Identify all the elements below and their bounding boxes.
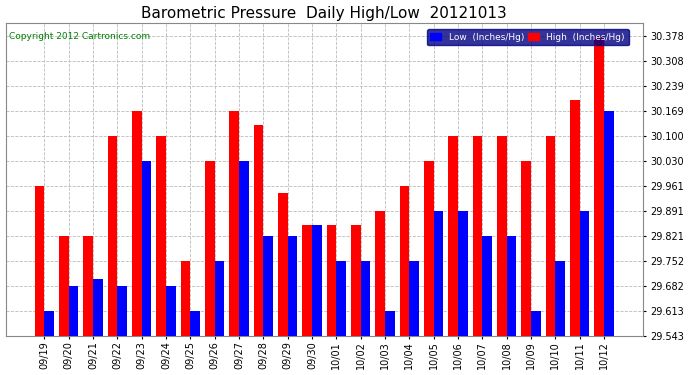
Bar (312, 225, 322, 375)
Bar (594, 36, 604, 375)
Bar (473, 136, 482, 375)
Bar (400, 186, 409, 375)
Bar (604, 111, 613, 375)
Bar (34, 186, 44, 375)
Bar (326, 225, 336, 375)
Bar (264, 236, 273, 375)
Bar (555, 261, 565, 375)
Legend: Low  (Inches/Hg), High  (Inches/Hg): Low (Inches/Hg), High (Inches/Hg) (427, 29, 629, 45)
Bar (385, 311, 395, 375)
Bar (229, 111, 239, 375)
Bar (278, 193, 288, 375)
Text: Copyright 2012 Cartronics.com: Copyright 2012 Cartronics.com (9, 33, 150, 42)
Bar (546, 136, 555, 375)
Bar (215, 261, 224, 375)
Bar (253, 125, 264, 375)
Bar (424, 161, 433, 375)
Bar (302, 225, 312, 375)
Bar (448, 136, 458, 375)
Bar (93, 279, 103, 375)
Bar (288, 236, 297, 375)
Bar (570, 100, 580, 375)
Bar (132, 111, 141, 375)
Bar (59, 236, 68, 375)
Bar (531, 311, 541, 375)
Bar (458, 211, 468, 375)
Bar (44, 311, 54, 375)
Bar (433, 211, 444, 375)
Bar (351, 225, 361, 375)
Bar (506, 236, 516, 375)
Bar (375, 211, 385, 375)
Bar (580, 211, 589, 375)
Bar (108, 136, 117, 375)
Bar (336, 261, 346, 375)
Bar (190, 311, 200, 375)
Bar (521, 161, 531, 375)
Title: Barometric Pressure  Daily High/Low  20121013: Barometric Pressure Daily High/Low 20121… (141, 6, 507, 21)
Bar (68, 286, 79, 375)
Bar (239, 161, 248, 375)
Bar (141, 161, 151, 375)
Bar (205, 161, 215, 375)
Bar (83, 236, 93, 375)
Bar (117, 286, 127, 375)
Bar (361, 261, 371, 375)
Bar (166, 286, 176, 375)
Bar (156, 136, 166, 375)
Bar (482, 236, 492, 375)
Bar (409, 261, 419, 375)
Bar (181, 261, 190, 375)
Bar (497, 136, 506, 375)
